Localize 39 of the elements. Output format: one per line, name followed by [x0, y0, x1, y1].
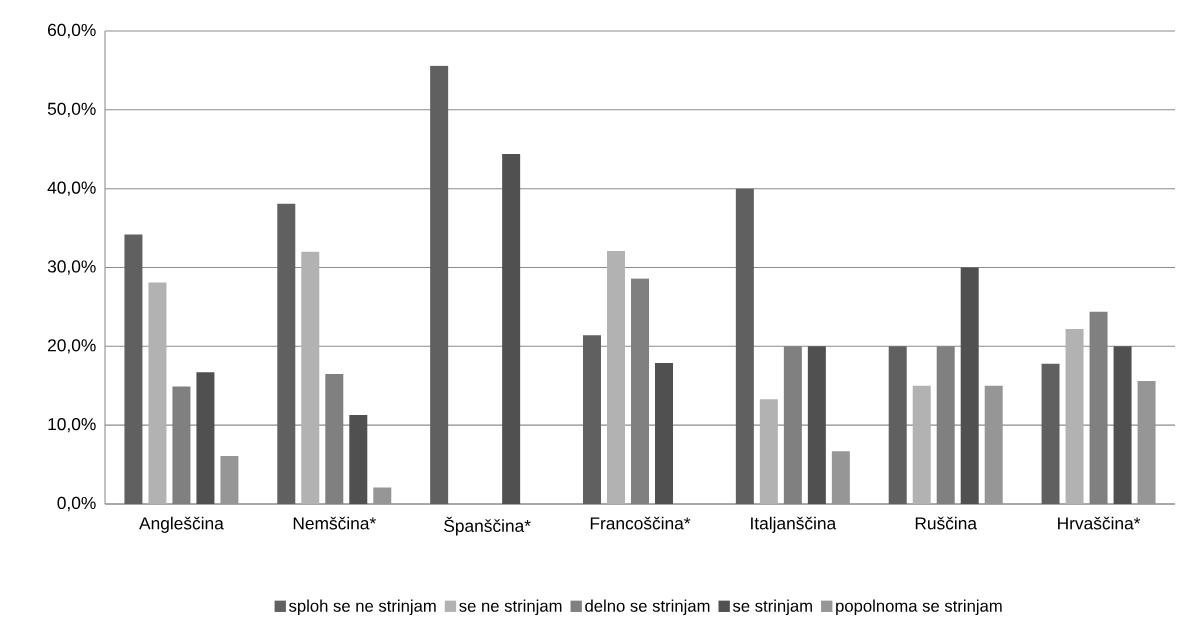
bar	[1113, 346, 1132, 504]
x-tick-label: Angleščina	[139, 516, 224, 533]
x-tick-label: Nemščina*	[293, 516, 376, 530]
legend-label: se strinjam	[732, 599, 812, 616]
y-tick-label: 40,0%	[47, 181, 96, 196]
bar	[124, 234, 143, 504]
bar	[1065, 328, 1084, 504]
y-tick-label: 30,0%	[47, 260, 96, 275]
bar	[430, 65, 449, 504]
y-tick-label: 60,0%	[48, 23, 96, 39]
legend-label: sploh se ne strinjam	[289, 599, 436, 616]
bar	[960, 267, 979, 504]
bar	[196, 372, 215, 504]
bar	[912, 385, 931, 504]
y-tick-label: 0,0%	[57, 496, 96, 512]
bar	[502, 153, 521, 504]
x-tick-label: Španščina*	[444, 516, 531, 536]
bar	[148, 282, 167, 504]
x-tick-label: Italjanščina	[751, 516, 837, 533]
x-tick-label: Ruščina	[915, 516, 978, 530]
x-tick-label: Hrvaščina*	[1058, 516, 1141, 530]
bar	[607, 250, 625, 504]
bar	[1041, 363, 1060, 504]
bar	[888, 346, 907, 504]
bar	[349, 414, 368, 504]
bar	[301, 251, 320, 504]
bar	[735, 188, 754, 504]
y-tick-label: 20,0%	[48, 339, 96, 354]
bar	[655, 362, 673, 504]
x-tick-label: Francoščina*	[590, 516, 691, 530]
bar	[583, 335, 601, 504]
bar	[277, 203, 296, 504]
y-tick-label: 10,0%	[48, 417, 96, 433]
legend-label: se ne strinjam	[459, 599, 562, 616]
y-tick-label: 50,0%	[47, 102, 96, 117]
legend-label: popolnoma se strinjam	[836, 599, 1002, 616]
legend-label: delno se strinjam	[585, 599, 710, 616]
bar	[759, 399, 778, 504]
bar	[807, 346, 826, 504]
